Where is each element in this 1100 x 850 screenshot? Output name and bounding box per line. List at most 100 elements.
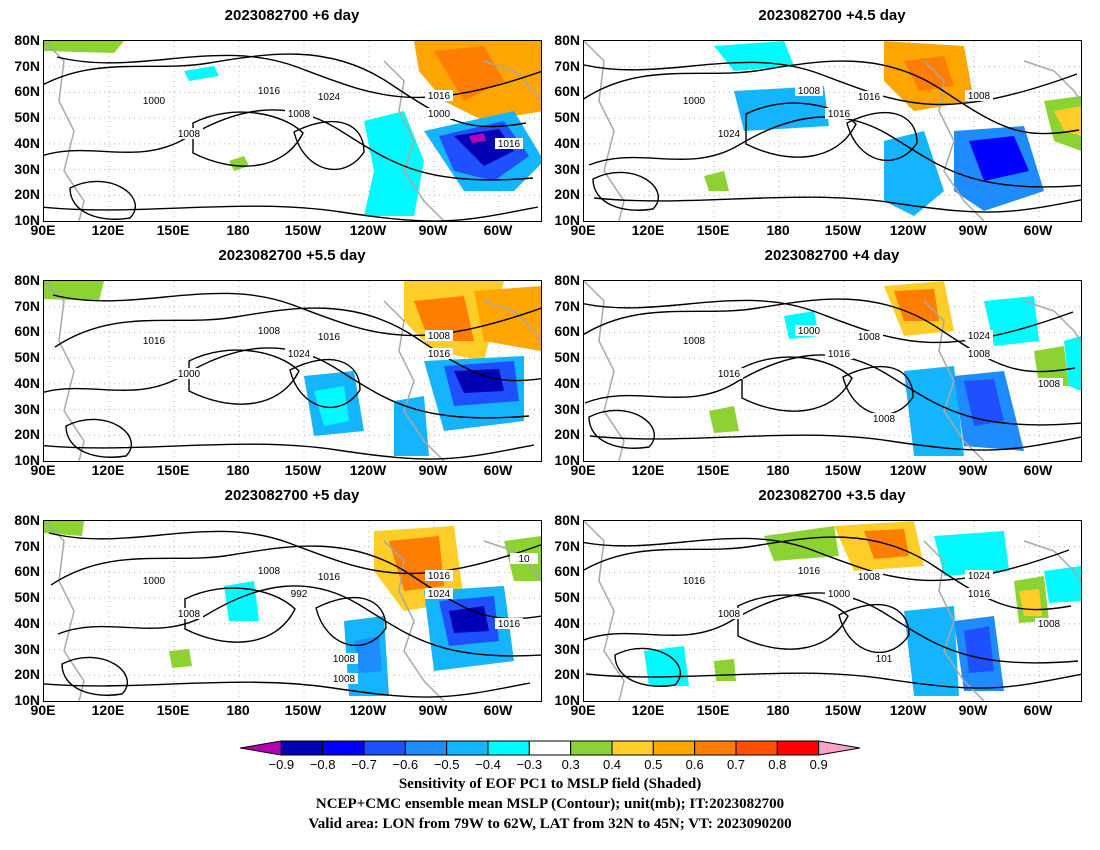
contour-label: 1024 xyxy=(718,129,741,140)
coastline xyxy=(584,521,625,701)
mslp-contour xyxy=(584,537,1070,582)
lat-tick-label: 40N xyxy=(554,374,580,391)
coastline xyxy=(44,41,85,221)
contour-label-bg xyxy=(495,138,523,149)
colorbar-tick-label: −0.8 xyxy=(309,757,336,772)
contour-label-bg xyxy=(680,575,708,586)
lon-tick-label: 120W xyxy=(889,702,927,718)
sensitivity-shade xyxy=(904,366,964,456)
contour-label: 1016 xyxy=(428,91,451,102)
lon-tick-label: 150E xyxy=(696,222,730,238)
contour-label-bg xyxy=(255,85,283,96)
lat-tick-label: 70N xyxy=(14,57,40,74)
contour-label-bg xyxy=(715,608,743,619)
lat-tick-label: 40N xyxy=(14,614,40,631)
mslp-contour xyxy=(838,603,910,654)
colorbar-tick-label: 0.8 xyxy=(768,757,787,772)
lon-tick-label: 60W xyxy=(483,702,513,718)
map-panel-2: 1000 1008 1016 1016 1024 1008 xyxy=(583,40,1082,222)
sensitivity-shade xyxy=(904,56,954,91)
lon-tick-label: 120W xyxy=(889,462,927,478)
lat-tick-label: 80N xyxy=(554,272,580,288)
contour-label: 1000 xyxy=(143,96,166,107)
colorbar-segment xyxy=(611,740,654,756)
contour-label-bg xyxy=(285,108,313,119)
contour-label-bg xyxy=(855,91,883,102)
coastline xyxy=(584,41,625,221)
lat-tick-label: 30N xyxy=(554,400,580,417)
colorbar xyxy=(240,740,860,756)
sensitivity-shade xyxy=(229,156,249,171)
colorbar-segment xyxy=(404,740,448,756)
contour-label-bg xyxy=(315,331,343,342)
sensitivity-shade xyxy=(184,66,219,81)
mslp-contour xyxy=(61,656,128,696)
contour-label-bg xyxy=(795,325,823,336)
contour-label: 1008 xyxy=(968,349,991,360)
sensitivity-shade xyxy=(704,171,729,191)
panel-title-4: 2023082700 +4 day xyxy=(764,247,900,264)
lat-tick-label: 60N xyxy=(14,83,40,100)
contour-label-bg xyxy=(175,608,203,619)
map-panel-2-canvas: 1000 1008 1016 1016 1024 1008 xyxy=(584,41,1081,221)
colorbar-tick-label: −0.3 xyxy=(516,757,543,772)
mslp-contour xyxy=(584,592,1079,664)
contour-label: 1008 xyxy=(798,86,821,97)
lon-tick-label: 60W xyxy=(1023,462,1053,478)
mslp-contour xyxy=(44,347,530,419)
contour-label: 101 xyxy=(876,654,893,665)
mslp-contour xyxy=(842,365,914,416)
sensitivity-shade xyxy=(904,606,959,696)
lon-tick-label: 60W xyxy=(1023,702,1053,718)
contour-label: 1016 xyxy=(143,336,166,347)
mslp-contour xyxy=(65,418,132,458)
coastline xyxy=(44,281,85,461)
sensitivity-shade xyxy=(734,86,829,131)
lat-tick-label: 10N xyxy=(554,452,580,468)
contour-label-bg xyxy=(825,588,853,599)
contour-label: 1016 xyxy=(968,589,991,600)
contour-label-bg xyxy=(795,85,823,96)
contour-label: 1000 xyxy=(143,576,166,587)
contour-label-bg xyxy=(1035,378,1063,389)
mslp-contour xyxy=(184,587,296,643)
mslp-contour xyxy=(192,111,304,167)
sensitivity-shade xyxy=(764,526,839,561)
mslp-contour xyxy=(44,109,534,181)
mslp-contour xyxy=(44,681,531,698)
lon-tick-label: 90E xyxy=(30,702,56,718)
map-panel-4-canvas: 1008 1000 1008 1016 1016 1024 1008 1008 1008 xyxy=(584,281,1081,461)
lon-tick-label: 150W xyxy=(824,702,862,718)
contour-label-bg xyxy=(175,128,203,139)
contour-label-bg xyxy=(965,330,993,341)
mslp-contour xyxy=(44,443,535,460)
colorbar-tick-label: −0.9 xyxy=(268,757,295,772)
panel-title-3: 2023082700 +5.5 day xyxy=(218,247,366,264)
lon-tick-label: 150W xyxy=(284,462,322,478)
lat-tick-label: 30N xyxy=(14,400,40,417)
contour-label: 1008 xyxy=(873,414,896,425)
colorbar-tick-label: −0.5 xyxy=(433,757,460,772)
coastline xyxy=(1023,540,1081,582)
sensitivity-shade xyxy=(884,131,944,216)
lon-tick-label: 90W xyxy=(418,222,448,238)
lon-tick-label: 90W xyxy=(958,702,988,718)
lat-tick-label: 70N xyxy=(554,57,580,74)
coastline xyxy=(483,60,541,102)
map-panel-3-canvas: 1016 1008 1016 1024 1000 1008 1016 xyxy=(44,281,541,461)
contour-label-bg xyxy=(825,108,853,119)
contour-label-bg xyxy=(315,91,343,102)
map-panel-5-canvas: 1000 1008 1016 992 1008 1016 1024 1016 1008 1008 1… xyxy=(44,521,541,701)
contour-label-bg xyxy=(330,673,358,684)
colorbar-segment xyxy=(776,740,820,756)
colorbar-tick-label: 0.6 xyxy=(685,757,704,772)
contour-label: 1016 xyxy=(428,571,451,582)
mslp-contour xyxy=(846,111,918,162)
mslp-contour xyxy=(293,120,365,171)
lon-tick-label: 150E xyxy=(696,462,730,478)
colorbar-tick-label: −0.4 xyxy=(475,757,501,772)
mslp-contour xyxy=(585,672,1081,689)
map-panel-1-canvas: 1000 1016 1024 1008 1008 1016 1000 1016 xyxy=(44,41,541,221)
lon-tick-label: 60W xyxy=(1023,222,1053,238)
lon-tick-label: 120E xyxy=(91,222,125,238)
